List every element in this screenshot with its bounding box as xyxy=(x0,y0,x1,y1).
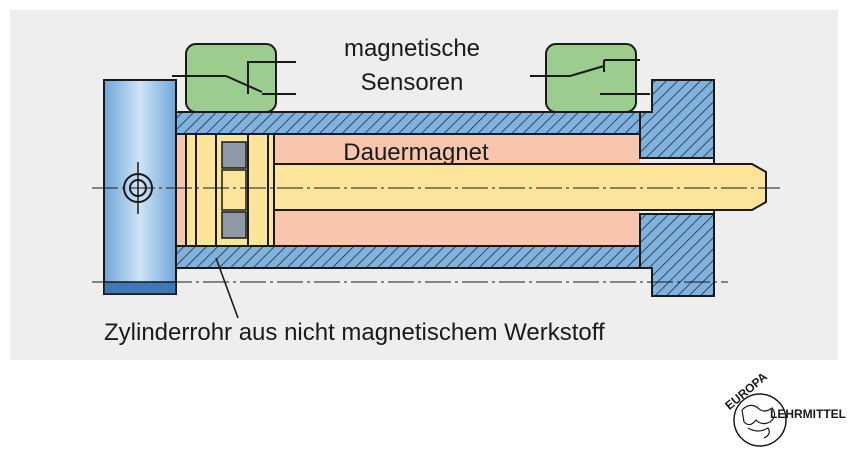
sensor-label-line2: Sensoren xyxy=(361,69,464,96)
reed-switch-left-icon xyxy=(172,61,296,95)
cylinder-tube-bottom-wall xyxy=(175,245,653,269)
piston-plate-left xyxy=(195,133,217,247)
ring-magnet-top xyxy=(221,141,247,169)
reed-switch-right-icon xyxy=(530,59,650,95)
rod-end-cap xyxy=(639,79,715,297)
piston-rod xyxy=(271,163,767,211)
magnetic-sensor-right xyxy=(545,43,637,113)
head-end-cap xyxy=(103,79,177,295)
piston-plate-right xyxy=(247,133,269,247)
europa-lehrmittel-logo: EUROPA LEHRMITTEL xyxy=(722,369,846,447)
cylinder-tube-top-wall xyxy=(175,111,653,135)
head-end-cap-shadow xyxy=(103,281,177,295)
piston-core xyxy=(221,169,247,211)
tube-label: Zylinderrohr aus nicht magnetischem Werk… xyxy=(104,319,605,346)
logo-text-side: LEHRMITTEL xyxy=(770,407,846,421)
ring-magnet-bottom xyxy=(221,211,247,239)
sensor-label-line1: magnetische xyxy=(344,35,480,62)
magnet-label: Dauermagnet xyxy=(343,139,489,166)
tube-label-leader xyxy=(215,257,239,319)
